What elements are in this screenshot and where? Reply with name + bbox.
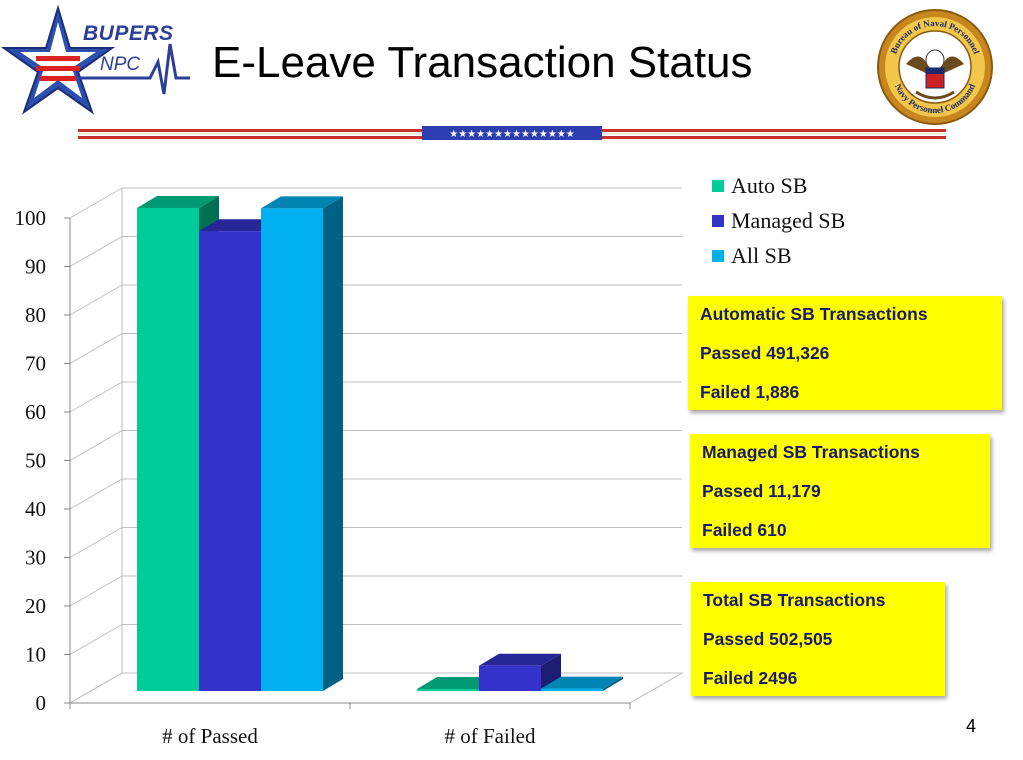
legend-label-auto-sb: Auto SB xyxy=(731,172,808,198)
chart-bars xyxy=(137,195,623,692)
legend-item-managed-sb: Managed SB xyxy=(712,203,845,238)
bar-front xyxy=(261,208,323,692)
automatic-sb-failed: Failed 1,886 xyxy=(700,382,800,402)
gridline-side xyxy=(69,187,123,219)
total-sb-failed: Failed 2496 xyxy=(703,668,798,688)
divider-stars: ★★★★★★★★★★★★★★ xyxy=(449,129,575,140)
legend-item-auto-sb: Auto SB xyxy=(712,168,845,203)
gridline-side xyxy=(69,236,123,267)
flag-divider: ★★★★★★★★★★★★★★ xyxy=(78,126,946,144)
gridline-side xyxy=(69,527,123,558)
bar-top xyxy=(199,219,281,232)
chart-labels: 0 10 20 30 40 50 60 70 80 90 100 # of Passed # of Fa… xyxy=(15,206,536,748)
bar-front xyxy=(137,207,199,691)
bar-side xyxy=(603,676,623,691)
automatic-sb-passed: Passed 491,326 xyxy=(700,343,830,363)
bar-all-sb-0 xyxy=(261,196,343,692)
bar-top xyxy=(417,677,499,690)
bar-chart: 0 10 20 30 40 50 60 70 80 90 100 # of Passed # of Fa… xyxy=(15,187,684,748)
y-tick-label: 80 xyxy=(25,303,46,327)
y-tick-label: 60 xyxy=(25,400,46,424)
bar-top xyxy=(261,196,343,209)
gridline-side xyxy=(69,333,123,364)
y-tick-label: 70 xyxy=(25,352,46,376)
chart-legend: Auto SB Managed SB All SB xyxy=(712,168,845,273)
logo-line-1: BUPERS xyxy=(83,22,174,45)
gridline-side xyxy=(69,478,123,510)
y-tick-label: 40 xyxy=(25,497,46,521)
managed-sb-failed: Failed 610 xyxy=(702,520,787,540)
y-tick-label: 20 xyxy=(25,594,46,618)
legend-label-all-sb: All SB xyxy=(731,242,792,268)
page-title: E-Leave Transaction Status xyxy=(212,38,753,87)
y-tick-label: 0 xyxy=(36,691,47,715)
logo-line-2: NPC xyxy=(100,54,141,75)
bar-top xyxy=(479,653,561,666)
managed-sb-passed: Passed 11,179 xyxy=(702,481,821,501)
legend-label-managed-sb: Managed SB xyxy=(731,207,846,233)
y-tick-label: 100 xyxy=(15,206,47,230)
x-tick-label: # of Passed xyxy=(162,724,258,748)
legend-swatch-all-sb xyxy=(712,249,724,262)
y-tick-label: 30 xyxy=(25,546,46,570)
automatic-sb-heading: Automatic SB Transactions xyxy=(700,304,928,324)
chart-axes xyxy=(64,188,631,709)
bar-top xyxy=(137,195,219,208)
gridline-side xyxy=(69,284,123,316)
bupers-npc-logo: BUPERS NPC xyxy=(0,0,200,125)
navy-personnel-seal: Bureau of Naval Personnel Navy Personnel… xyxy=(876,8,994,126)
bar-side xyxy=(323,196,343,692)
star-logo-icon xyxy=(0,4,190,115)
legend-swatch-managed-sb xyxy=(712,214,724,227)
total-sb-heading: Total SB Transactions xyxy=(703,590,886,610)
x-tick-label: # of Failed xyxy=(445,724,536,748)
y-tick-label: 10 xyxy=(25,643,46,667)
bar-all-sb-1 xyxy=(541,676,623,691)
gridline-side xyxy=(69,430,123,461)
automatic-sb-box: Automatic SB Transactions Passed 491,326… xyxy=(688,296,1002,410)
bar-front xyxy=(199,231,261,691)
bar-top xyxy=(541,676,623,689)
seal-icon: Bureau of Naval Personnel Navy Personnel… xyxy=(877,9,993,125)
legend-item-all-sb: All SB xyxy=(712,238,845,273)
y-tick-label: 90 xyxy=(25,255,46,279)
total-sb-box: Total SB Transactions Passed 502,505 Fai… xyxy=(691,582,945,696)
legend-swatch-auto-sb xyxy=(712,179,724,192)
bar-front xyxy=(479,665,541,691)
gridline-side xyxy=(69,575,123,607)
bar-front xyxy=(417,689,479,691)
gridline-side xyxy=(69,624,123,655)
total-sb-passed: Passed 502,505 xyxy=(703,629,833,649)
y-tick-label: 50 xyxy=(25,449,46,473)
gridline-side xyxy=(69,381,123,413)
bar-front xyxy=(541,688,603,691)
page-number: 4 xyxy=(966,716,977,736)
managed-sb-box: Managed SB Transactions Passed 11,179 Fa… xyxy=(690,434,990,548)
managed-sb-heading: Managed SB Transactions xyxy=(702,442,920,462)
